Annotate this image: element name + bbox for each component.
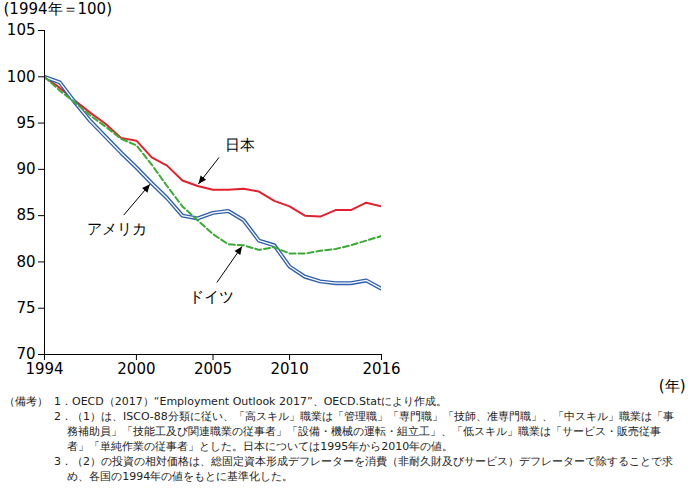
svg-text:(年): (年) — [659, 377, 686, 395]
svg-text:80: 80 — [16, 253, 35, 271]
html-text:1．OECD（2017）“Employment Outloo: 1．OECD（2017）“Employment Outlook 2017”、OE… — [54, 395, 448, 408]
svg-text:アメリカ: アメリカ — [87, 220, 147, 238]
html-text:2．（1）は、ISCO-88分類に従い、「高スキル」職業は「: 2．（1）は、ISCO-88分類に従い、「高スキル」職業は「管理職」「専門職」「… — [54, 410, 674, 453]
svg-text:ドイツ: ドイツ — [189, 288, 234, 306]
html-text:（備考）: （備考） — [4, 395, 48, 408]
svg-text:2000: 2000 — [117, 360, 155, 378]
svg-text:95: 95 — [16, 114, 35, 132]
svg-text:2010: 2010 — [270, 360, 308, 378]
svg-text:105: 105 — [7, 21, 36, 39]
svg-text:100: 100 — [7, 68, 36, 86]
svg-text:85: 85 — [16, 206, 35, 224]
svg-text:日本: 日本 — [225, 136, 255, 154]
html-text:3．（2）の投資の相対価格は、総固定資本形成デフレーターを消: 3．（2）の投資の相対価格は、総固定資本形成デフレーターを消費（非耐久財及びサー… — [54, 455, 673, 483]
svg-text:70: 70 — [16, 345, 36, 364]
svg-text:75: 75 — [16, 299, 35, 317]
svg-text:(1994年＝100): (1994年＝100) — [4, 0, 113, 18]
svg-text:2005: 2005 — [194, 360, 232, 378]
svg-text:1994: 1994 — [25, 360, 63, 378]
svg-text:90: 90 — [16, 160, 35, 178]
svg-text:2016: 2016 — [362, 360, 400, 378]
